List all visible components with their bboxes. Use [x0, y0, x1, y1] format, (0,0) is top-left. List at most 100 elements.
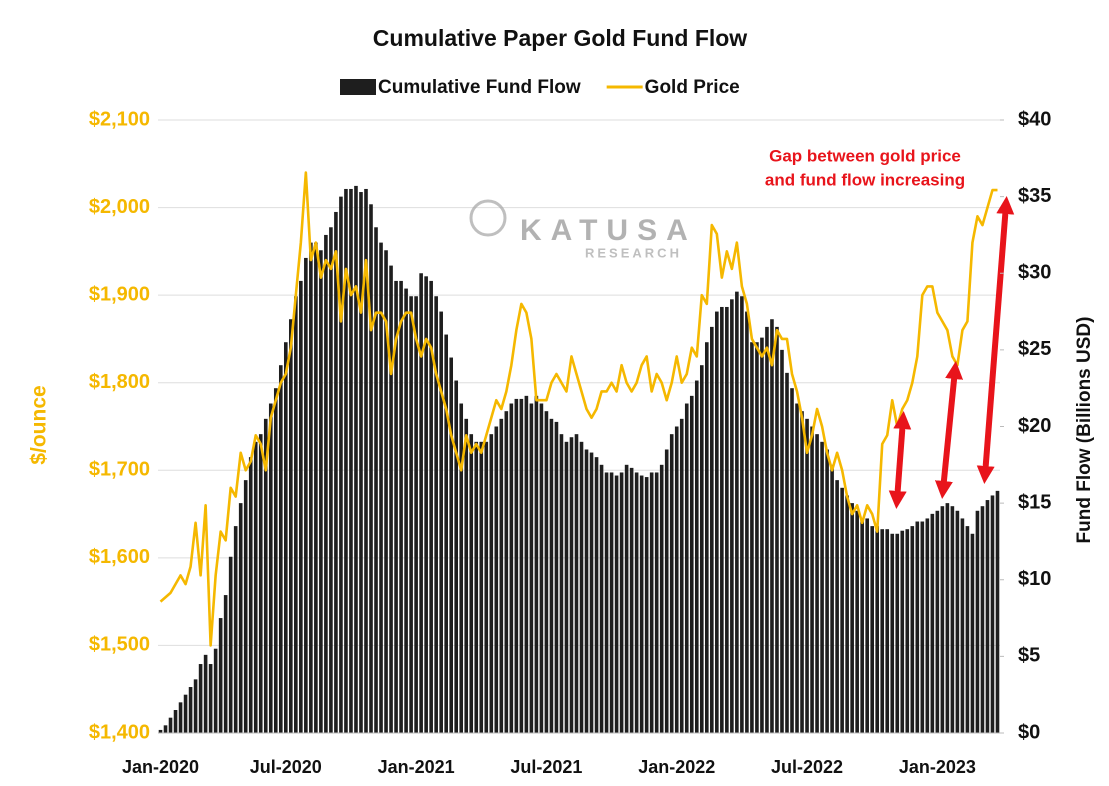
bar [950, 506, 955, 733]
bar [479, 441, 484, 733]
bar [454, 380, 459, 733]
bar [679, 418, 684, 733]
legend: Cumulative Fund Flow Gold Price [340, 77, 740, 98]
bar [735, 291, 739, 733]
bar [544, 411, 549, 733]
bar [158, 729, 163, 733]
y-tick-label: $1,600 [89, 546, 150, 568]
bar [850, 503, 854, 733]
bar [980, 506, 985, 733]
bar [674, 426, 679, 733]
legend-swatch [340, 79, 376, 95]
bar [855, 510, 859, 733]
legend-label: Gold Price [645, 77, 740, 98]
bar [755, 342, 759, 733]
bar [875, 526, 880, 733]
bar [409, 296, 413, 733]
y-axis-label: $/ounce [28, 385, 51, 464]
bar [704, 342, 709, 733]
bar [534, 395, 539, 733]
bar [845, 495, 849, 733]
bar [669, 434, 674, 733]
bar [464, 418, 469, 733]
bar [689, 395, 694, 733]
bar [213, 648, 218, 733]
bar [780, 349, 784, 733]
bar [619, 472, 624, 733]
bar [825, 449, 829, 733]
line [159, 171, 998, 647]
bar [349, 188, 353, 733]
bar [359, 192, 363, 734]
bar [840, 487, 844, 733]
arrow [976, 196, 1015, 484]
bar [765, 326, 769, 733]
bar [960, 518, 965, 733]
bar [474, 441, 479, 733]
bar [268, 403, 273, 733]
bar [273, 388, 278, 733]
bar [519, 398, 524, 733]
x-tick-label: Jan-2023 [899, 757, 976, 777]
bar [644, 477, 649, 733]
bar [379, 242, 383, 733]
arrows [888, 196, 1015, 509]
bar [684, 403, 689, 733]
y-tick-label: $2,000 [89, 196, 150, 218]
bar [329, 227, 333, 733]
bar [314, 242, 318, 733]
bar [925, 518, 930, 733]
bar [394, 280, 398, 733]
bar [835, 480, 839, 733]
bar [990, 495, 995, 733]
bar [865, 518, 869, 733]
bar [885, 529, 890, 733]
bar [509, 403, 514, 733]
bar [624, 464, 629, 733]
legend-label: Cumulative Fund Flow [378, 77, 581, 98]
annotation: Gap between gold price [769, 146, 961, 165]
bar [444, 334, 448, 733]
x-tick-label: Jan-2020 [122, 757, 199, 777]
bar [173, 710, 178, 733]
bar [243, 480, 248, 733]
bar [820, 441, 824, 733]
bar [559, 434, 564, 733]
bar [324, 234, 328, 733]
bar [890, 533, 895, 733]
bar [589, 452, 594, 733]
bar [594, 457, 599, 733]
bar [299, 280, 303, 733]
bar [424, 276, 428, 733]
bar [263, 418, 268, 733]
bar [539, 403, 544, 733]
bar [664, 449, 669, 733]
bar [830, 464, 834, 733]
y-tick-label: $1,500 [89, 634, 150, 656]
y2-axis-label: Fund Flow (Billions USD) [1074, 317, 1095, 544]
bar [208, 664, 213, 733]
bar [183, 694, 188, 733]
bar [228, 556, 233, 733]
bar [654, 472, 659, 733]
bar [699, 365, 704, 733]
bar [178, 702, 183, 733]
x-tick-label: Jul-2022 [771, 757, 843, 777]
bar [168, 717, 173, 733]
watermark-text: KATUSA [520, 214, 697, 247]
bar [790, 388, 794, 733]
bar [549, 418, 554, 733]
bar [639, 475, 644, 733]
x-tick-label: Jan-2021 [378, 757, 455, 777]
bar [339, 196, 343, 733]
plot [158, 171, 1000, 734]
bar [524, 395, 529, 733]
bar [484, 441, 489, 733]
bar [745, 311, 749, 733]
bar [775, 326, 779, 733]
arrow [888, 411, 912, 509]
annotation: and fund flow increasing [765, 170, 965, 189]
bar [900, 530, 905, 733]
bar [203, 654, 208, 733]
